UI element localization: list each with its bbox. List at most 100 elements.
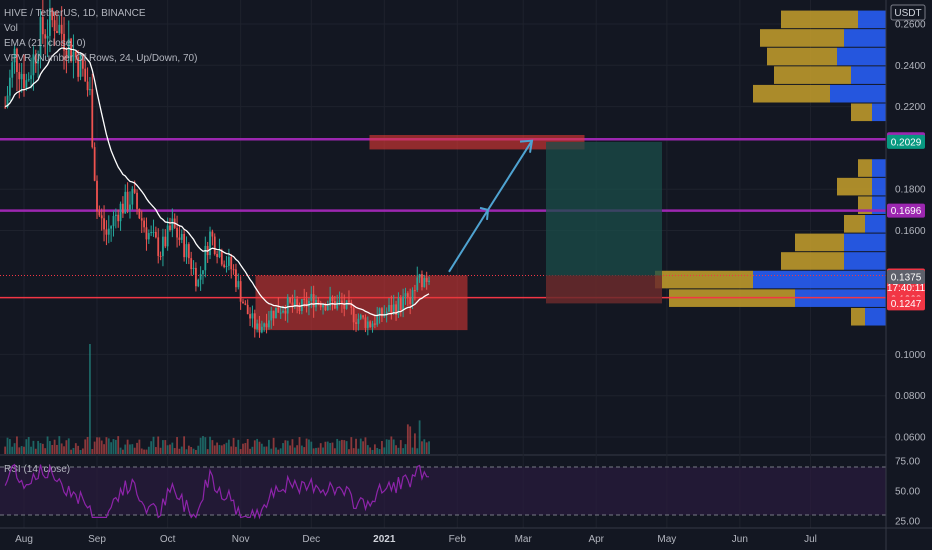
candle-body — [72, 51, 75, 61]
price-tag-label: 0.2029 — [891, 137, 922, 148]
volume-bar — [312, 448, 315, 454]
volume-bar — [341, 439, 343, 454]
volume-bar — [63, 446, 65, 454]
candle-body — [423, 278, 426, 288]
candle-body — [211, 231, 214, 237]
candle-body — [352, 308, 355, 323]
volume-bar — [16, 436, 18, 454]
candle-body — [303, 299, 306, 301]
volume-bar — [34, 448, 37, 454]
candle-body — [338, 300, 341, 302]
candle-body — [246, 304, 249, 315]
volume-bar — [263, 446, 266, 454]
time-axis[interactable]: Aug Sep Oct Nov Dec 2021 Feb Mar Apr May Jun Jul — [0, 527, 932, 545]
candle-body — [404, 293, 407, 297]
candle-body — [192, 267, 195, 270]
candle-body — [13, 48, 16, 63]
candle-body — [343, 303, 346, 309]
volume-bar — [86, 436, 89, 454]
candle-body — [39, 17, 42, 60]
candle-body — [131, 188, 134, 205]
candle-body — [275, 307, 277, 319]
volume-bar — [105, 437, 108, 454]
candle-body — [388, 305, 390, 312]
time-tick-label: 2021 — [373, 534, 396, 545]
time-tick-label: Dec — [302, 534, 320, 545]
candle-body — [49, 8, 51, 36]
volume-bar — [169, 444, 171, 454]
volume-bar — [399, 440, 402, 454]
candle-body — [326, 305, 329, 311]
price-tag-label: 0.1375 — [891, 272, 922, 283]
candle-body — [60, 24, 63, 34]
volume-bar — [230, 446, 233, 454]
volume-bar — [256, 438, 259, 454]
candle-body — [232, 269, 235, 271]
legend-vpvr[interactable]: VPVR (Number Of Rows, 24, Up/Down, 70) — [4, 53, 198, 64]
volume-bar — [67, 438, 70, 454]
vp-row-up — [830, 84, 886, 103]
legend-symbol[interactable]: HIVE / TetherUS, 1D, BINANCE — [4, 8, 146, 19]
candle-body — [65, 50, 68, 59]
volume-bar — [209, 436, 211, 454]
legend-ema[interactable]: EMA (21, close, 0) — [4, 38, 86, 49]
volume-bar — [357, 448, 360, 454]
volume-bar — [428, 441, 430, 454]
candle-body — [37, 59, 40, 64]
candle-body — [319, 302, 322, 308]
candle-body — [18, 72, 21, 80]
volume-bar — [239, 449, 242, 454]
volume-bar — [32, 440, 35, 454]
chart-legend: HIVE / TetherUS, 1D, BINANCE Vol EMA (21… — [4, 6, 197, 66]
volume-bar — [180, 446, 183, 454]
price-tag-label: 0.1247 — [891, 299, 922, 310]
candle-body — [225, 265, 228, 268]
candle-body — [34, 54, 37, 64]
candle-body — [79, 54, 82, 77]
candle-body — [362, 315, 364, 318]
candle-body — [376, 315, 379, 325]
volume-bar — [89, 344, 91, 454]
time-tick-label: Oct — [160, 534, 176, 545]
volume-bar — [70, 449, 72, 454]
volume-bar — [91, 449, 94, 454]
legend-vol[interactable]: Vol — [4, 23, 18, 34]
volume-bar — [406, 424, 409, 454]
volume-bar — [279, 448, 282, 454]
candle-body — [74, 51, 77, 58]
volume-bar — [13, 443, 16, 454]
price-tag-bg — [887, 203, 925, 218]
candle-body — [227, 256, 230, 266]
volume-bar — [138, 439, 141, 454]
candle-body — [371, 323, 374, 327]
candle-body — [242, 301, 244, 304]
candle-body — [23, 73, 25, 88]
volume-bar — [23, 446, 25, 454]
volume-bar — [154, 447, 157, 454]
volume-bar — [136, 442, 138, 454]
volume-bar — [4, 446, 7, 454]
volume-bar — [58, 436, 61, 454]
volume-bar — [268, 439, 270, 454]
volume-bar — [411, 447, 414, 454]
candle-body — [239, 281, 242, 302]
rsi-line — [4, 463, 430, 520]
volume-bar — [190, 446, 193, 454]
candle-body — [117, 214, 120, 222]
volume-bar — [44, 448, 47, 454]
candle-body — [84, 68, 87, 82]
vp-row-up — [844, 233, 886, 252]
rsi-pane: RSI (14, close) — [0, 463, 886, 520]
volume-bar — [49, 441, 51, 454]
volume-bar — [25, 439, 28, 454]
volume-bar — [397, 447, 400, 454]
volume-bar — [343, 440, 346, 454]
vp-row-up — [872, 177, 886, 196]
candle-body — [107, 228, 110, 235]
candle-body — [77, 57, 80, 77]
position-target — [546, 141, 662, 276]
price-tick-label: 0.2200 — [895, 102, 926, 113]
volume-bar — [41, 443, 44, 454]
